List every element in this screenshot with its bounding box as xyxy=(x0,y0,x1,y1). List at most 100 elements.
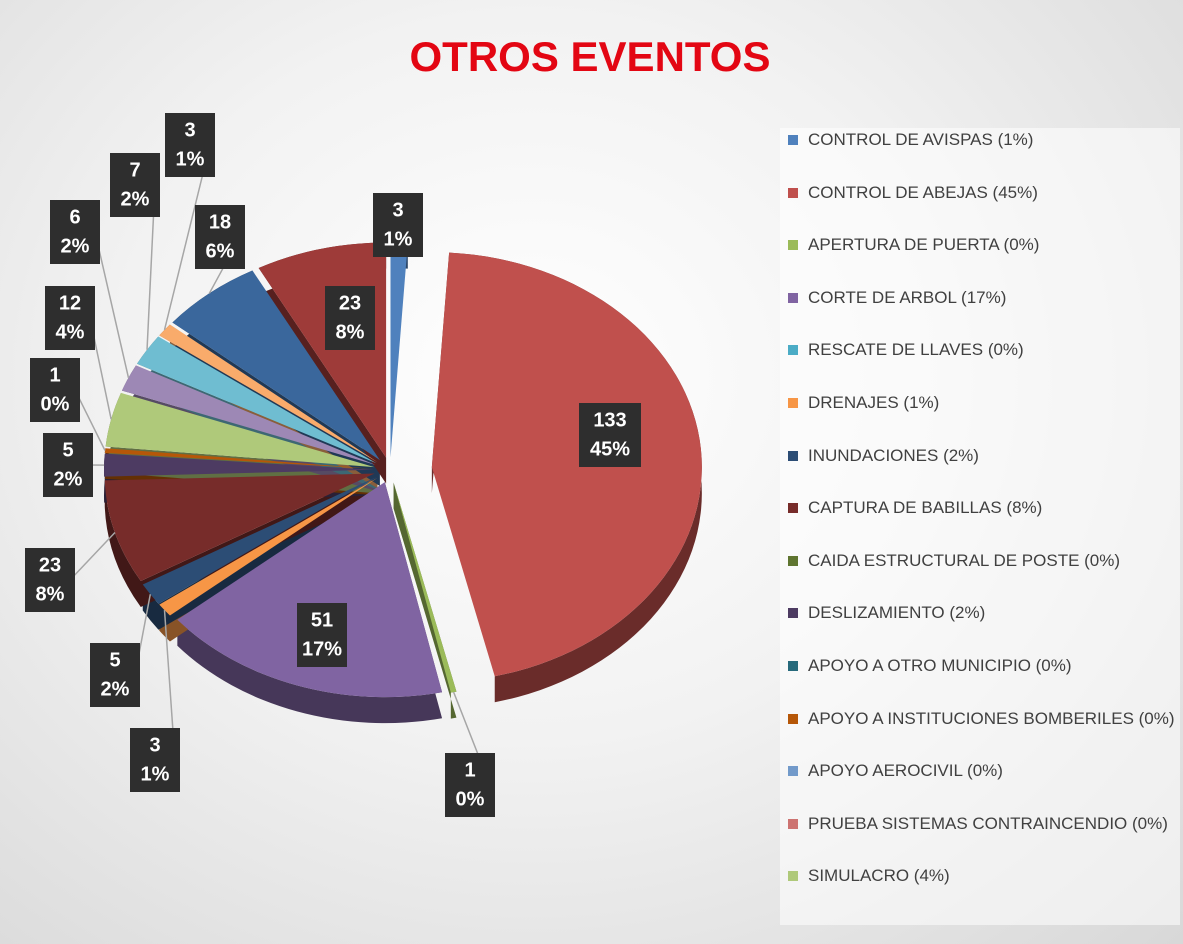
data-label-percent: 45% xyxy=(590,438,630,460)
data-label-value: 133 xyxy=(593,409,626,431)
legend-item: SIMULACRO (4%) xyxy=(788,865,1180,887)
label-box xyxy=(445,753,495,817)
leader-line xyxy=(94,231,130,378)
data-label-value: 51 xyxy=(311,609,333,631)
legend-swatch xyxy=(788,608,798,619)
legend-item: APERTURA DE PUERTA (0%) xyxy=(788,234,1180,256)
data-label-value: 3 xyxy=(392,199,403,221)
legend-item: PRUEBA SISTEMAS CONTRAINCENDIO (0%) xyxy=(788,813,1180,835)
slice xyxy=(159,324,378,463)
legend-item: APOYO A OTRO MUNICIPIO (0%) xyxy=(788,655,1180,677)
slice xyxy=(393,482,457,693)
legend-label: INUNDACIONES (2%) xyxy=(808,445,979,465)
legend-swatch xyxy=(788,661,798,671)
label-box xyxy=(195,205,245,269)
data-label-percent: 8% xyxy=(36,583,65,605)
legend-swatch xyxy=(788,292,798,303)
data-label-percent: 0% xyxy=(41,393,70,415)
legend-item: INUNDACIONES (2%) xyxy=(788,445,1180,467)
legend-label: PRUEBA SISTEMAS CONTRAINCENDIO (0%) xyxy=(808,813,1168,833)
data-label-value: 1 xyxy=(464,759,475,781)
legend-swatch xyxy=(788,345,798,356)
slice xyxy=(137,336,377,464)
data-label-percent: 1% xyxy=(176,148,205,170)
slice-side xyxy=(393,482,457,719)
label-box xyxy=(165,113,215,177)
label-box xyxy=(579,403,641,467)
legend-item: CONTROL DE ABEJAS (45%) xyxy=(788,182,1180,204)
legend-label: APOYO A OTRO MUNICIPIO (0%) xyxy=(808,656,1072,675)
slice xyxy=(177,482,443,698)
data-label-percent: 4% xyxy=(56,321,85,343)
slice xyxy=(142,476,377,604)
legend-label: CAIDA ESTRUCTURAL DE POSTE (0%) xyxy=(808,550,1121,570)
legend-swatch xyxy=(788,818,798,829)
leader-line xyxy=(74,389,106,451)
legend-label: APOYO A INSTITUCIONES BOMBERILES (0%) xyxy=(808,708,1175,728)
legend-swatch xyxy=(788,503,798,514)
slice xyxy=(159,477,378,616)
data-label-value: 3 xyxy=(184,119,195,141)
slice xyxy=(104,453,375,477)
data-label-percent: 2% xyxy=(121,188,150,210)
slice xyxy=(105,392,375,468)
data-label-percent: 6% xyxy=(206,240,235,262)
label-box xyxy=(130,728,180,792)
chart-title: OTROS EVENTOS xyxy=(410,33,771,80)
data-label-value: 7 xyxy=(129,159,140,181)
legend-label: CAPTURA DE BABILLAS (8%) xyxy=(808,498,1043,518)
legend-label: APERTURA DE PUERTA (0%) xyxy=(808,235,1040,255)
data-label-percent: 2% xyxy=(54,468,83,490)
legend-swatch xyxy=(788,187,798,198)
slice xyxy=(431,252,702,677)
data-label-value: 23 xyxy=(339,292,361,314)
label-box xyxy=(25,548,75,612)
slice-side xyxy=(177,482,443,724)
legend-swatch xyxy=(788,871,798,882)
data-label-value: 3 xyxy=(149,734,160,756)
data-label-value: 12 xyxy=(59,292,81,314)
legend-swatch xyxy=(788,450,798,461)
label-box xyxy=(325,286,375,350)
legend-label: APOYO AEROCIVIL (0%) xyxy=(808,761,1003,781)
slice xyxy=(104,448,375,469)
leader-line xyxy=(69,531,116,581)
slice xyxy=(390,242,408,458)
legend-label: CORTE DE ARBOL (17%) xyxy=(808,287,1007,307)
label-box xyxy=(90,643,140,707)
legend: CONTROL DE AVISPAS (1%) CONTROL DE ABEJAS… xyxy=(780,128,1180,925)
legend-label: CONTROL DE AVISPAS (1%) xyxy=(808,130,1034,149)
data-label-percent: 1% xyxy=(141,763,170,785)
legend-item: DESLIZAMIENTO (2%) xyxy=(788,602,1180,624)
slice xyxy=(172,270,380,461)
legend-label: DESLIZAMIENTO (2%) xyxy=(808,603,986,623)
slice xyxy=(121,365,376,465)
data-label-percent: 0% xyxy=(456,788,485,810)
label-box xyxy=(30,358,80,422)
legend-item: RESCATE DE LLAVES (0%) xyxy=(788,339,1180,361)
data-label-value: 5 xyxy=(109,649,120,671)
legend-swatch xyxy=(788,240,798,251)
data-label-value: 5 xyxy=(62,439,73,461)
legend-label: SIMULACRO (4%) xyxy=(808,866,950,886)
legend-item: APOYO A INSTITUCIONES BOMBERILES (0%) xyxy=(788,708,1180,730)
label-box xyxy=(373,193,423,257)
legend-item: APOYO AEROCIVIL (0%) xyxy=(788,760,1180,782)
legend-item: DRENAJES (1%) xyxy=(788,392,1180,414)
legend-swatch xyxy=(788,555,798,566)
legend-swatch xyxy=(788,713,798,724)
label-box xyxy=(43,433,93,497)
data-label-value: 1 xyxy=(49,364,60,386)
data-label-percent: 2% xyxy=(101,678,130,700)
legend-label: CONTROL DE ABEJAS (45%) xyxy=(808,182,1038,202)
legend-swatch xyxy=(788,766,798,777)
slice xyxy=(104,473,375,582)
legend-item: CAIDA ESTRUCTURAL DE POSTE (0%) xyxy=(788,550,1180,572)
data-label-percent: 1% xyxy=(384,228,413,250)
legend-swatch xyxy=(788,398,798,408)
data-label-percent: 2% xyxy=(61,235,90,257)
label-box xyxy=(297,603,347,667)
legend-item: CORTE DE ARBOL (17%) xyxy=(788,287,1180,309)
